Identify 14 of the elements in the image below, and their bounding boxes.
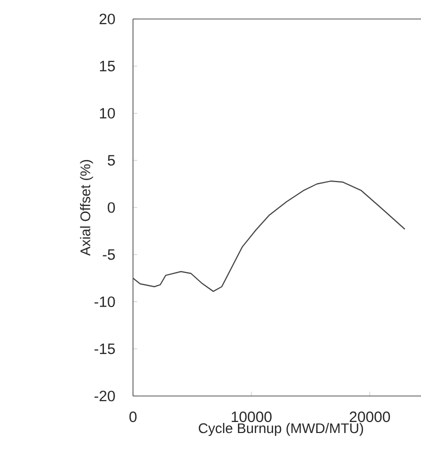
x-tick-label: 10000: [232, 412, 272, 422]
y-axis-title: Axial Offset (%): [80, 160, 94, 256]
y-tick-label: 20: [100, 14, 115, 24]
y-tick-label: 10: [100, 108, 115, 119]
y-tick-label: -10: [94, 296, 115, 308]
y-tick-label: 15: [100, 60, 115, 72]
y-tick-label: 5: [108, 155, 115, 166]
y-tick-label: -15: [94, 344, 115, 354]
x-axis-title: Cycle Burnup (MWD/MTU): [198, 422, 364, 436]
y-tick-label: -20: [94, 390, 115, 402]
y-tick-label: -5: [102, 249, 115, 260]
x-tick-label: 0: [129, 412, 137, 422]
x-tick-label: 20000: [350, 412, 390, 422]
y-tick-label: 0: [108, 202, 115, 213]
